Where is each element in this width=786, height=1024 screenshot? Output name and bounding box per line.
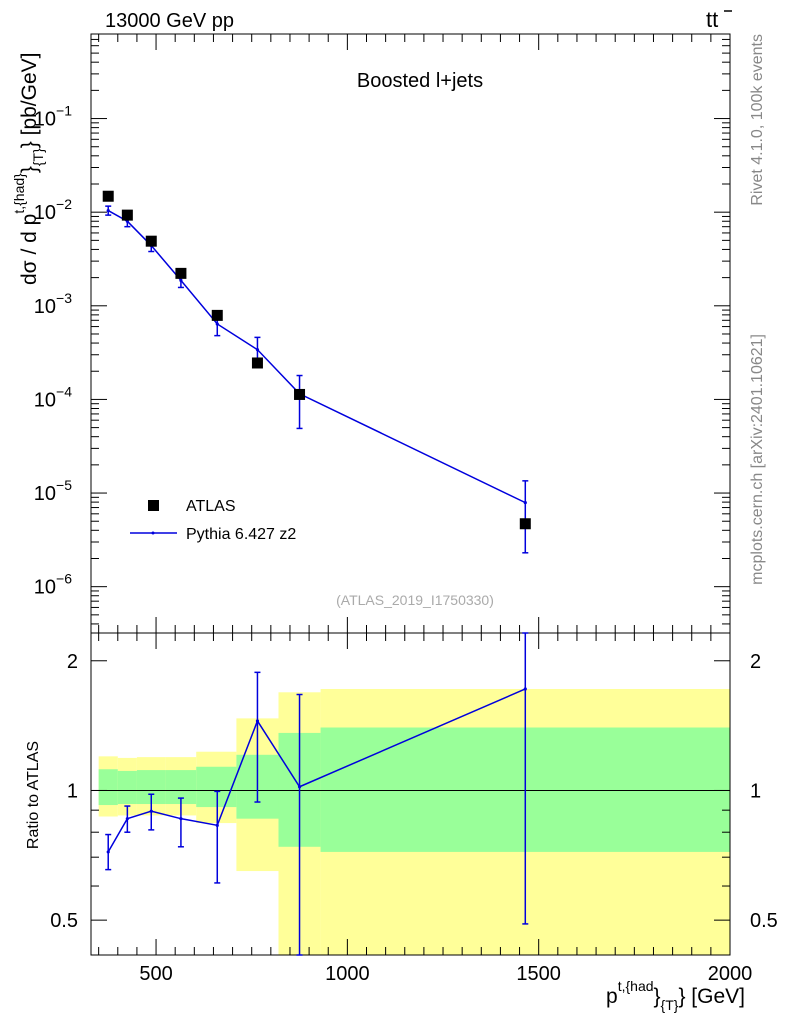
atlas-point-3 xyxy=(175,267,187,279)
main-y-tick-exp-2: −4 xyxy=(56,383,72,399)
ratio-point-4 xyxy=(215,823,219,827)
main-y-axis-label-sup: t,{had} xyxy=(11,173,27,214)
x-tick-label-3: 2000 xyxy=(708,963,753,985)
pythia-point-4 xyxy=(215,322,219,326)
band-inner-4 xyxy=(196,766,237,808)
ratio-panel-frame xyxy=(90,632,731,956)
main-y-tick-exp-1: −5 xyxy=(56,477,72,493)
rivet-label: Rivet 4.1.0, 100k events xyxy=(749,34,766,206)
ratio-series-group xyxy=(105,632,529,956)
main-y-tick-label-3: 10−3 xyxy=(34,290,72,318)
ratio-y-tick-label-right-1: 1 xyxy=(750,780,761,802)
header-right-label: tt xyxy=(706,7,718,32)
ratio-y-axis-label: Ratio to ATLAS xyxy=(25,741,42,849)
main-y-tick-label-0: 10−6 xyxy=(34,571,72,599)
atlas-point-2 xyxy=(145,235,157,247)
ratio-axis-ticks: 500 1000 1500 2000 0.5 0.5 1 1 2 2 xyxy=(50,633,778,985)
pythia-line xyxy=(107,209,526,504)
main-y-tick-exp-3: −3 xyxy=(56,290,72,306)
pythia-point-5 xyxy=(255,348,260,352)
ratio-y-tick-label-left-2: 2 xyxy=(67,651,78,673)
main-y-axis-label: dσ / d pt,{had}}{T}} [pb/GeV] xyxy=(11,53,46,286)
atlas-point-6 xyxy=(294,388,306,400)
legend: ATLAS Pythia 6.427 z2 xyxy=(130,498,296,543)
main-y-tick-base-4: 10 xyxy=(34,202,56,224)
main-y-axis-label-sub: {T} xyxy=(30,148,46,166)
main-y-tick-label-5: 10−1 xyxy=(34,103,72,131)
analysis-watermark: (ATLAS_2019_I1750330) xyxy=(336,592,494,608)
ratio-point-1 xyxy=(125,817,129,821)
mcplots-label: mcplots.cern.ch [arXiv:2401.10621] xyxy=(749,334,766,585)
main-y-tick-exp-0: −6 xyxy=(56,571,72,587)
pythia-point-7 xyxy=(523,501,527,505)
atlas-point-1 xyxy=(121,209,133,221)
ratio-point-6 xyxy=(297,785,302,789)
main-y-tick-exp-5: −1 xyxy=(56,103,72,119)
ratio-y-tick-label-left-1: 1 xyxy=(67,780,78,802)
ratio-y-tick-label-left-0: 0.5 xyxy=(50,910,78,932)
ratio-bands xyxy=(91,688,730,955)
main-y-tick-exp-4: −2 xyxy=(56,196,72,212)
main-y-tick-base-5: 10 xyxy=(34,109,56,131)
main-y-axis-label-unit: } [pb/GeV] xyxy=(18,53,41,149)
x-tick-label-1: 1000 xyxy=(325,963,370,985)
main-y-tick-label-4: 10−2 xyxy=(34,196,72,224)
atlas-point-0 xyxy=(102,190,114,202)
header-right-label-base: t xyxy=(706,7,712,32)
main-y-tick-label-1: 10−5 xyxy=(34,477,72,505)
pythia-point-3 xyxy=(179,278,183,282)
x-axis-label-sub: {T} xyxy=(661,997,679,1013)
ratio-point-5 xyxy=(255,719,260,723)
ratio-y-tick-label-right-0: 0.5 xyxy=(750,910,778,932)
x-axis-label-brace: } xyxy=(654,985,661,1008)
x-axis-label-main: p xyxy=(606,985,618,1008)
main-series-group xyxy=(102,190,531,554)
main-y-tick-base-1: 10 xyxy=(34,483,56,505)
atlas-point-7 xyxy=(519,518,531,530)
legend-atlas-label: ATLAS xyxy=(186,498,236,515)
ratio-point-7 xyxy=(523,687,527,691)
legend-atlas-marker xyxy=(148,500,159,511)
legend-pythia-marker xyxy=(151,531,155,535)
atlas-point-4 xyxy=(211,309,223,321)
x-axis-label-unit: } [GeV] xyxy=(678,985,745,1008)
main-panel-frame xyxy=(90,33,731,634)
band-inner-0 xyxy=(98,769,118,806)
main-y-axis-label-brace: } xyxy=(18,166,41,173)
atlas-point-5 xyxy=(251,357,263,369)
header-right-label-bar: t xyxy=(712,7,718,32)
ratio-y-tick-label-right-2: 2 xyxy=(750,651,761,673)
main-axis-ticks: 10−610−510−410−310−210−1 xyxy=(34,33,731,633)
main-plot-title: Boosted l+jets xyxy=(357,70,483,92)
main-y-tick-base-3: 10 xyxy=(34,296,56,318)
ratio-point-3 xyxy=(179,817,183,821)
header-left-label: 13000 GeV pp xyxy=(105,10,234,32)
ratio-point-0 xyxy=(106,850,110,854)
x-tick-label-0: 500 xyxy=(139,963,172,985)
band-inner-1 xyxy=(117,770,137,805)
legend-pythia-label: Pythia 6.427 z2 xyxy=(186,526,296,543)
x-axis-label-sup: t,{had xyxy=(618,978,654,994)
main-y-tick-base-0: 10 xyxy=(34,577,56,599)
main-y-tick-label-2: 10−4 xyxy=(34,383,72,411)
x-tick-label-2: 1500 xyxy=(516,963,561,985)
main-y-tick-base-2: 10 xyxy=(34,389,56,411)
ratio-point-2 xyxy=(149,809,153,813)
ratio-pythia-line xyxy=(107,688,526,853)
main-y-axis-label-main: dσ / d p xyxy=(18,214,41,285)
pythia-point-0 xyxy=(106,208,110,213)
x-axis-label: pt,{had}{T}} [GeV] xyxy=(606,978,745,1013)
